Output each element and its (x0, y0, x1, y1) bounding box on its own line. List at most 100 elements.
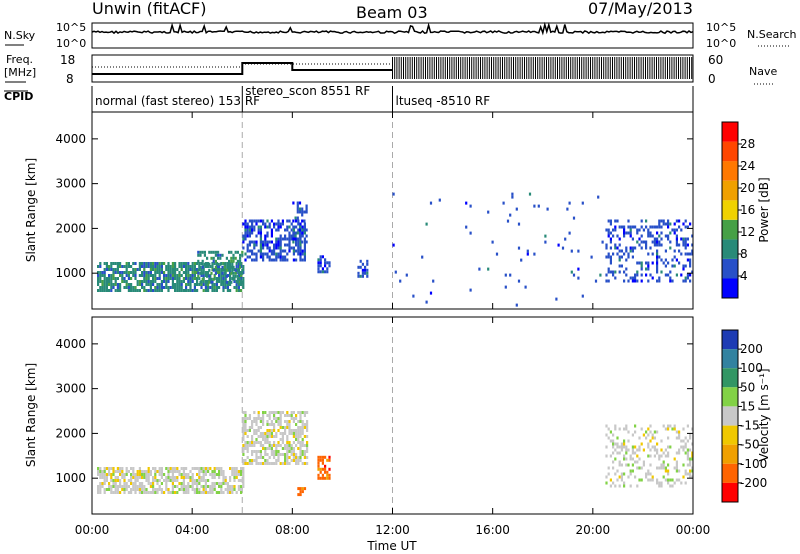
heatmap-cell (211, 491, 214, 494)
heatmap-cell (169, 265, 172, 268)
heatmap-cell (231, 268, 234, 271)
heatmap-cell (301, 411, 304, 414)
heatmap-cell (134, 268, 137, 271)
heatmap-cell (275, 222, 278, 226)
heatmap-cell (425, 300, 428, 304)
heatmap-cell (597, 195, 600, 199)
colorbar-swatch (722, 349, 738, 369)
heatmap-cell (656, 249, 659, 253)
heatmap-cell (673, 264, 676, 268)
heatmap-cell (154, 271, 157, 274)
heatmap-cell (259, 234, 262, 238)
heatmap-cell (105, 479, 108, 482)
heatmap-cell (198, 265, 201, 268)
heatmap-cell (273, 246, 276, 250)
heatmap-cell (156, 262, 159, 265)
heatmap-cell (253, 246, 256, 250)
heatmap-cell (297, 447, 300, 450)
heatmap-cell (169, 470, 172, 473)
heatmap-cell (160, 470, 163, 473)
heatmap-cell (197, 250, 200, 254)
heatmap-cell (108, 274, 111, 277)
heatmap-cell (326, 473, 329, 477)
heatmap-cell (130, 479, 133, 482)
heatmap-cell (301, 240, 304, 244)
heatmap-cell (130, 265, 133, 268)
heatmap-cell (612, 481, 615, 485)
heatmap-cell (275, 459, 278, 462)
heatmap-cell (292, 225, 295, 229)
heatmap-cell (658, 457, 661, 461)
date-title: 07/May/2013 (588, 0, 693, 18)
heatmap-cell (605, 445, 608, 449)
heatmap-cell (301, 234, 304, 238)
heatmap-cell (196, 271, 199, 274)
heatmap-cell (105, 473, 108, 476)
heatmap-cell (196, 488, 199, 491)
heatmap-cell (160, 271, 163, 274)
heatmap-cell (262, 240, 265, 244)
heatmap-cell (689, 475, 692, 479)
heatmap-cell (301, 210, 304, 214)
heatmap-cell (273, 249, 276, 253)
heatmap-cell (317, 267, 320, 271)
heatmap-cell (171, 271, 174, 274)
heatmap-cell (616, 252, 619, 256)
heatmap-cell (642, 240, 645, 244)
heatmap-cell (112, 277, 115, 280)
heatmap-cell (123, 491, 126, 494)
heatmap-cell (607, 234, 610, 238)
heatmap-cell (114, 485, 117, 488)
heatmap-cell (204, 485, 207, 488)
heatmap-cell (286, 444, 289, 447)
heatmap-cell (660, 454, 663, 458)
heatmap-cell (119, 265, 122, 268)
heatmap-cell (112, 470, 115, 473)
heatmap-cell (229, 277, 232, 280)
heatmap-cell (213, 289, 216, 292)
heatmap-cell (689, 469, 692, 473)
heatmap-cell (99, 488, 102, 491)
heatmap-cell (651, 436, 654, 440)
heatmap-cell (112, 479, 115, 482)
heatmap-cell (103, 280, 106, 283)
heatmap-cell (319, 270, 322, 274)
heatmap-cell (286, 441, 289, 444)
heatmap-cell (230, 256, 233, 260)
heatmap-cell (266, 246, 269, 250)
heatmap-cell (176, 467, 179, 470)
heatmap-cell (136, 268, 139, 271)
heatmap-cell (620, 249, 623, 253)
heatmap-cell (132, 476, 135, 479)
heatmap-cell (197, 253, 200, 257)
colorbar-swatch (722, 463, 738, 483)
heatmap-cell (303, 228, 306, 232)
heatmap-cell (149, 470, 152, 473)
heatmap-cell (149, 482, 152, 485)
heatmap-cell (103, 283, 106, 286)
heatmap-cell (214, 265, 217, 269)
heatmap-cell (306, 450, 309, 453)
heatmap-cell (232, 271, 235, 275)
heatmap-cell (123, 277, 126, 280)
heatmap-cell (275, 444, 278, 447)
heatmap-cell (233, 485, 236, 488)
heatmap-cell (673, 249, 676, 253)
heatmap-cell (114, 283, 117, 286)
heatmap-cell (246, 225, 249, 229)
colorbar-tick-label: 8 (740, 247, 748, 261)
heatmap-cell (212, 268, 215, 272)
heatmap-cell (649, 273, 652, 277)
heatmap-cell (660, 225, 663, 229)
heatmap-cell (145, 470, 148, 473)
heatmap-cell (691, 270, 694, 274)
heatmap-cell (156, 479, 159, 482)
heatmap-cell (180, 274, 183, 277)
heatmap-cell (292, 237, 295, 241)
heatmap-cell (110, 289, 113, 292)
heatmap-cell (656, 243, 659, 247)
heatmap-cell (295, 429, 298, 432)
heatmap-cell (234, 256, 237, 260)
heatmap-cell (262, 243, 265, 247)
